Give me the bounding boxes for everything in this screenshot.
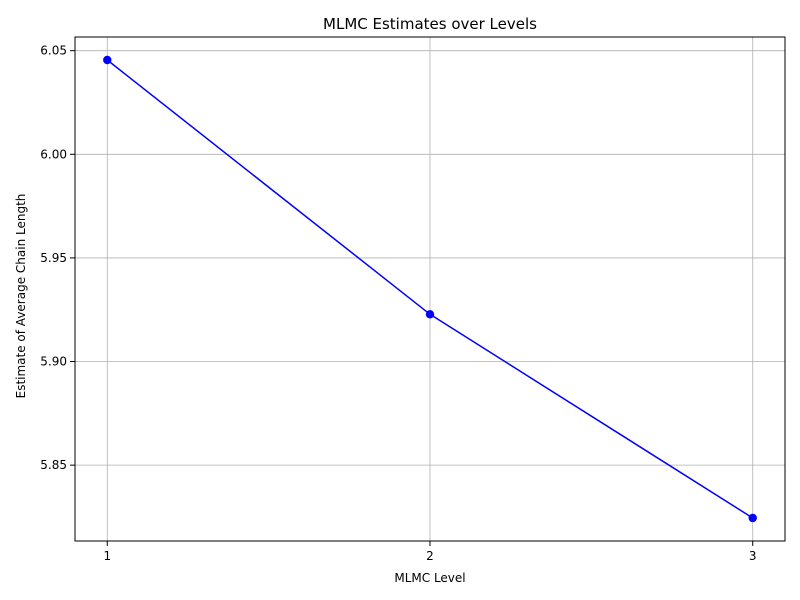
data-point bbox=[425, 310, 435, 319]
y-tick-label: 5.95 bbox=[40, 251, 67, 265]
x-tick-label: 3 bbox=[749, 549, 757, 563]
y-tick-label: 6.05 bbox=[40, 44, 67, 58]
data-point bbox=[103, 55, 112, 65]
y-tick-label: 6.00 bbox=[40, 147, 67, 161]
data-point bbox=[748, 513, 757, 523]
x-tick-label: 2 bbox=[426, 549, 434, 563]
y-tick-label: 5.85 bbox=[40, 458, 67, 472]
ticks: 1 2 3 5.85 5.90 5.95 6.00 6.05 bbox=[40, 44, 756, 563]
series-layer bbox=[103, 55, 757, 523]
x-axis-label: MLMC Level bbox=[394, 571, 465, 585]
x-tick-label: 1 bbox=[103, 549, 111, 563]
chart-title: MLMC Estimates over Levels bbox=[323, 15, 537, 33]
grid bbox=[75, 37, 785, 541]
y-axis-label: Estimate of Average Chain Length bbox=[14, 194, 28, 399]
y-tick-label: 5.90 bbox=[40, 355, 67, 369]
